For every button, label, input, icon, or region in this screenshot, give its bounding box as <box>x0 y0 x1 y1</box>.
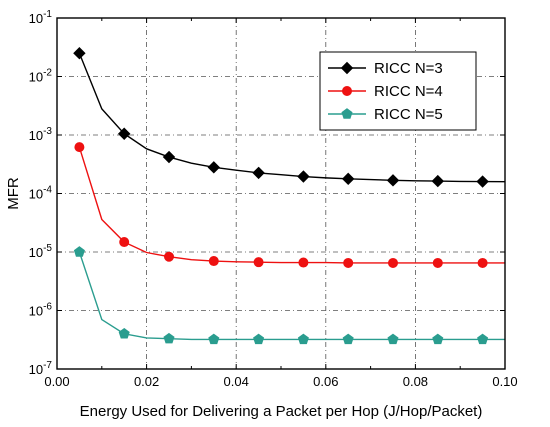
legend-item: RICC N=3 <box>328 60 443 77</box>
data-point <box>341 172 355 186</box>
x-tick-label: 0.02 <box>134 374 159 389</box>
data-point <box>432 333 444 345</box>
axis-ticks: 0.00 0.02 0.04 0.06 0.08 0.10 10-7 10-6 10-5 10-4… <box>29 9 518 389</box>
data-point <box>298 257 309 268</box>
data-point <box>297 170 310 183</box>
y-tick-label: 10-2 <box>29 68 53 85</box>
data-point <box>386 174 400 187</box>
x-tick-label: 0.08 <box>403 374 428 389</box>
data-point <box>477 333 489 345</box>
y-tick-label: 10-5 <box>29 243 53 260</box>
y-tick-label: 10-4 <box>29 185 53 202</box>
y-tick-label: 10-3 <box>29 126 53 143</box>
series-3 <box>73 246 505 345</box>
data-point <box>432 257 443 268</box>
y-tick-label: 10-1 <box>29 9 53 26</box>
legend-marker <box>341 108 353 119</box>
series-2 <box>74 142 505 268</box>
data-point <box>162 150 176 164</box>
data-point <box>208 256 219 267</box>
x-tick-label: 0.00 <box>44 374 69 389</box>
legend-items: RICC N=3 RICC N=4 RICC N=5 <box>328 60 443 123</box>
data-point <box>118 327 130 339</box>
x-tick-label: 0.10 <box>492 374 517 389</box>
legend-label: RICC N=4 <box>374 83 443 100</box>
x-tick-label: 0.04 <box>224 374 249 389</box>
data-point <box>342 333 354 345</box>
x-tick-label: 0.06 <box>313 374 338 389</box>
legend-marker <box>340 61 354 75</box>
data-point <box>74 142 85 153</box>
y-tick-label: 10-6 <box>29 302 53 319</box>
y-axis-label: MFR <box>5 177 22 210</box>
data-point <box>387 333 399 345</box>
y-tick-label: 10-7 <box>29 360 53 377</box>
data-point <box>117 127 131 140</box>
data-point <box>73 47 86 60</box>
data-point <box>164 251 174 262</box>
x-axis-label: Energy Used for Delivering a Packet per … <box>80 403 483 420</box>
data-point <box>297 333 309 345</box>
legend: RICC N=3 RICC N=4 RICC N=5 <box>319 51 477 131</box>
data-point <box>208 333 220 345</box>
legend-label: RICC N=5 <box>374 106 443 123</box>
data-point <box>388 257 398 268</box>
series-layer <box>73 47 506 345</box>
legend-item: RICC N=5 <box>328 106 443 123</box>
data-point <box>431 174 445 188</box>
legend-item: RICC N=4 <box>328 83 443 100</box>
data-point <box>343 257 354 268</box>
legend-label: RICC N=3 <box>374 60 443 77</box>
data-point <box>477 257 488 268</box>
data-point <box>476 175 489 188</box>
data-point <box>253 333 265 345</box>
legend-marker <box>342 86 352 96</box>
data-point <box>119 237 130 248</box>
data-point <box>73 246 85 257</box>
data-point <box>252 166 265 180</box>
data-point <box>163 332 175 344</box>
data-point <box>207 161 221 174</box>
series-line <box>78 146 505 264</box>
data-point <box>253 257 264 268</box>
series-1 <box>73 47 506 188</box>
